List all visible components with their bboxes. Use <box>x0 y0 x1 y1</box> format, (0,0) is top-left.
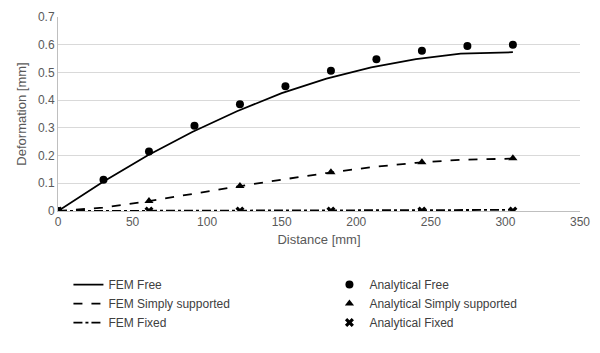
svg-text:Analytical Fixed: Analytical Fixed <box>369 316 453 330</box>
svg-text:250: 250 <box>421 215 441 229</box>
svg-text:200: 200 <box>346 215 366 229</box>
svg-text:0.7: 0.7 <box>38 10 55 24</box>
svg-text:Distance [mm]: Distance [mm] <box>277 232 360 247</box>
svg-text:0.2: 0.2 <box>38 149 55 163</box>
svg-text:100: 100 <box>197 215 217 229</box>
svg-text:0: 0 <box>48 204 55 218</box>
svg-text:0: 0 <box>55 215 62 229</box>
svg-text:Analytical Simply supported: Analytical Simply supported <box>369 297 516 311</box>
svg-text:0.4: 0.4 <box>38 93 55 107</box>
svg-text:0.6: 0.6 <box>38 38 55 52</box>
svg-text:0.5: 0.5 <box>38 66 55 80</box>
svg-text:0.3: 0.3 <box>38 121 55 135</box>
svg-text:FEM Free: FEM Free <box>108 278 162 292</box>
svg-text:150: 150 <box>272 215 292 229</box>
svg-text:FEM Fixed: FEM Fixed <box>108 316 166 330</box>
svg-text:300: 300 <box>495 215 515 229</box>
svg-text:Deformation [mm]: Deformation [mm] <box>14 62 29 165</box>
svg-text:0.1: 0.1 <box>38 176 55 190</box>
svg-text:FEM Simply supported: FEM Simply supported <box>108 297 229 311</box>
svg-text:Analytical Free: Analytical Free <box>369 278 449 292</box>
svg-text:50: 50 <box>126 215 140 229</box>
svg-text:350: 350 <box>570 215 590 229</box>
